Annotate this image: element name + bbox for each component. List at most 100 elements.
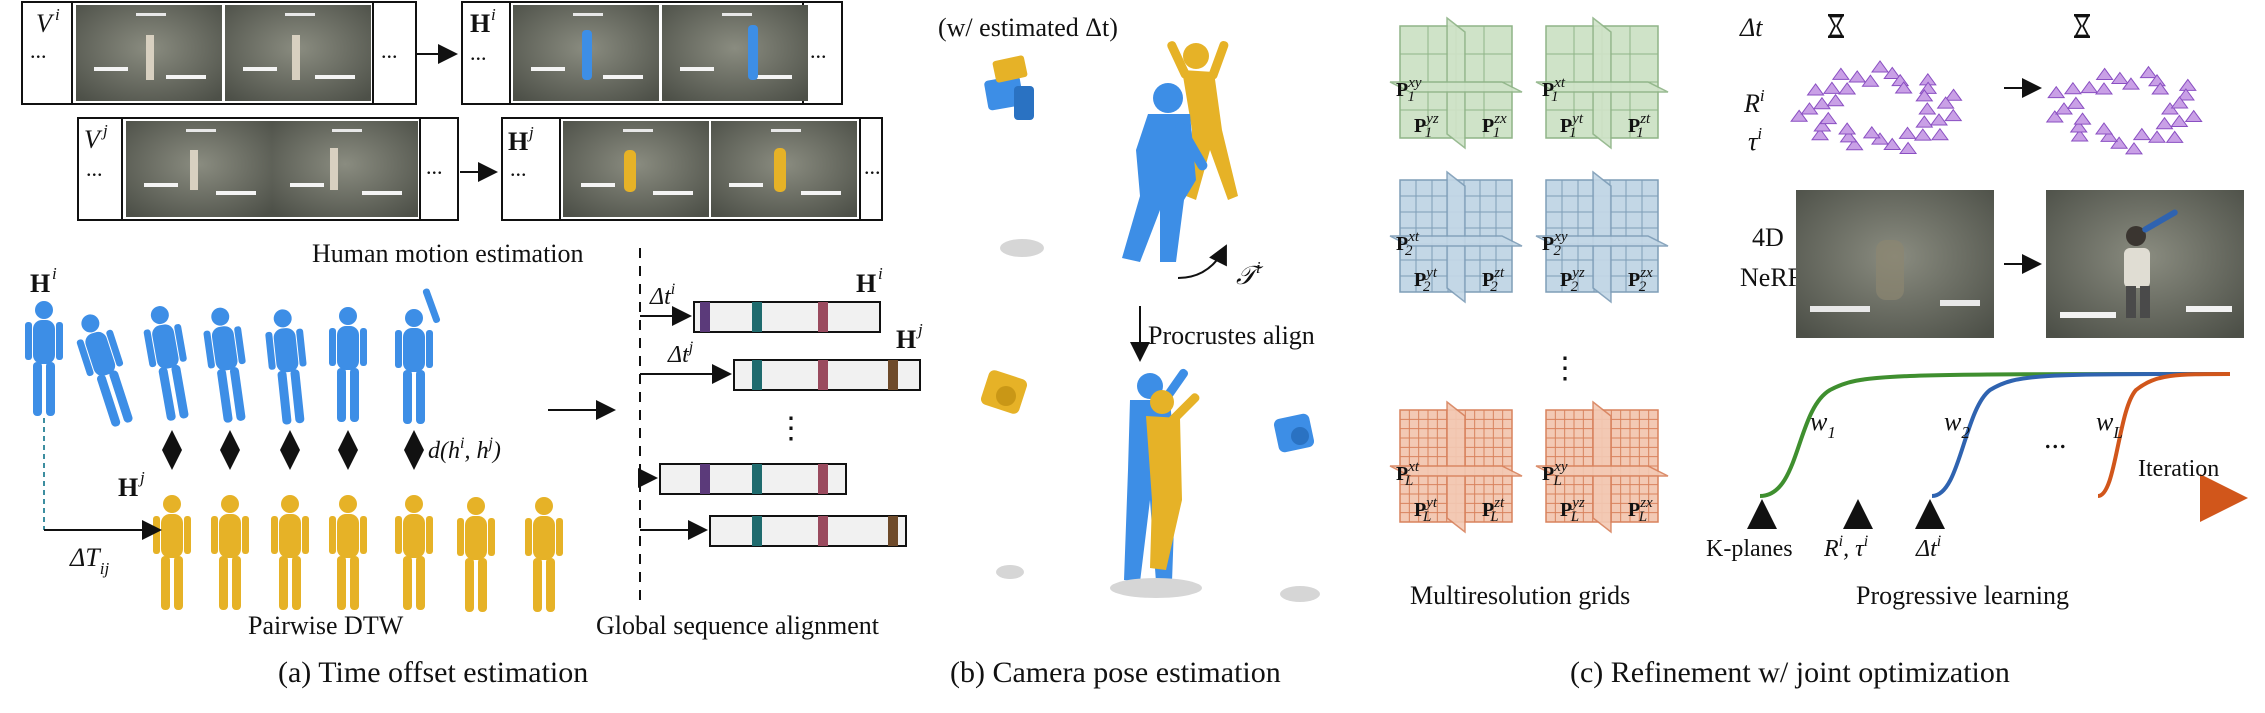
camera-frustum	[1813, 119, 1832, 132]
kplane-label: Pyt 1	[1560, 111, 1584, 141]
r-param-label: Ri	[1743, 86, 1765, 118]
hj-bar-label: H	[896, 325, 916, 354]
camera-frustum	[2132, 127, 2151, 141]
caption-a: (a) Time offset estimation	[278, 656, 588, 689]
seq-bar-3	[638, 463, 847, 495]
camera-frustum	[1826, 93, 1845, 107]
camera-frustum	[1944, 108, 1963, 122]
kplane-label: Pzx 2	[1628, 265, 1653, 295]
camera-frustum	[1800, 102, 1819, 115]
camera-frustum	[1862, 125, 1881, 139]
camera-frustum	[1894, 81, 1913, 94]
camera-frustum	[1790, 109, 1809, 122]
nerf-render-after	[2046, 190, 2244, 338]
hj-label: H	[118, 473, 138, 502]
camera-frustum	[2066, 96, 2085, 109]
nerf-render-before	[1796, 190, 1994, 338]
hourglass-icon	[1827, 13, 1845, 39]
camera-frustum	[1848, 70, 1867, 83]
camera-frustum	[1819, 111, 1838, 125]
camera-frustum	[2121, 77, 2140, 90]
kplane-label: Pzt 2	[1482, 265, 1505, 295]
caption-c: (c) Refinement w/ joint optimization	[1570, 656, 2010, 689]
kplane-label: Pzx 1	[1482, 111, 1507, 141]
seq-vdots: ⋮	[776, 412, 806, 445]
kplane-label: Pyz 2	[1560, 265, 1585, 295]
camera-frustum	[1831, 67, 1850, 80]
curve-wL	[2097, 372, 2231, 498]
kplane-cube	[1389, 170, 1523, 304]
camera-frustum	[1845, 137, 1864, 151]
aligned-humans	[1124, 368, 1200, 582]
hj-bar-sup: j	[916, 320, 923, 339]
dt-i-label: Δti	[649, 281, 675, 310]
vi-sup: i	[55, 5, 60, 24]
kplane-label: Pyz L	[1560, 495, 1585, 525]
camera-frustum	[2095, 82, 2113, 95]
shadow-1	[1000, 239, 1044, 257]
kplane-label: Pxt 1	[1542, 75, 1566, 105]
camera-frustum	[1822, 81, 1841, 94]
w-dots: ...	[2044, 422, 2067, 455]
dt-j-label: Δtj	[667, 339, 694, 368]
shadow-3	[1110, 578, 1202, 598]
vi-ellipsis-left: ...	[30, 38, 47, 63]
kplane-cube	[1389, 400, 1523, 534]
dt-param-label: Δt	[1739, 13, 1763, 42]
camera-frustum	[1899, 141, 1918, 154]
kplane-label: Pxy 2	[1542, 229, 1568, 259]
camera-icon-blue-top	[984, 55, 1034, 120]
dtw-correspondences	[162, 430, 424, 470]
seq-bar-1	[640, 301, 881, 333]
distance-label: d(hi, hj)	[428, 435, 501, 464]
pairwise-dtw-label: Pairwise DTW	[248, 611, 404, 640]
sequence-bars	[638, 301, 921, 547]
panel-b: (w/ estimated Δt) 𝒯i Pro	[938, 13, 1320, 689]
camera-frustum	[2125, 142, 2143, 155]
r-tau-label: Ri, τi	[1823, 533, 1868, 562]
global-alignment-label: Global sequence alignment	[596, 611, 880, 640]
hi-ellipsis-right: ...	[810, 38, 827, 63]
hj-ellipsis-right: ...	[864, 154, 881, 179]
camera-frustum	[1813, 96, 1831, 110]
hj-strip-sup: j	[527, 123, 534, 142]
camera-cloud-after	[2045, 65, 2203, 155]
nerf-line1: 4D	[1752, 223, 1784, 252]
grid-vdots: ⋮	[1550, 352, 1580, 385]
kplane-label: Pzt 1	[1628, 111, 1651, 141]
camera-frustum	[2069, 120, 2088, 133]
camera-frustum	[2165, 130, 2184, 143]
camera-frustum	[1936, 96, 1955, 109]
camera-frustum	[2148, 130, 2166, 143]
shadow-4	[1280, 586, 1320, 602]
camera-frustum	[2095, 122, 2113, 135]
hi-bar-sup: i	[878, 264, 883, 283]
multiresolution-grids: Pxy 1 Pyz 1 Pzx 1 Pxt 1 Pyt 1 Pzt 1 Pxt 2 Pyt 2 Pzt 2 Pxy 2…	[1389, 16, 1669, 534]
vj-ellipsis-left: ...	[86, 156, 103, 181]
estimated-dt-label: (w/ estimated Δt)	[938, 13, 1118, 42]
camera-frustum	[1871, 60, 1889, 73]
video-strip-vi: V i ... ...	[21, 1, 417, 105]
kplane-label: Pxy L	[1542, 459, 1568, 489]
camera-frustum	[1811, 127, 1830, 141]
hi-strip-label: H	[470, 9, 490, 38]
human-strip-hi: H i ... ...	[461, 1, 843, 105]
hj-strip-label: H	[508, 127, 528, 156]
camera-frustum	[1806, 83, 1825, 96]
camera-frustum	[2100, 129, 2119, 142]
video-strip-vj: V j ... ...	[77, 117, 459, 221]
camera-frustum	[2151, 82, 2170, 95]
kplane-label: Pyz 1	[1414, 111, 1439, 141]
kplane-label: Pxt L	[1396, 459, 1420, 489]
w2-label: w2	[1944, 407, 1970, 442]
camera-frustum	[1915, 115, 1934, 128]
camera-frustum	[1861, 74, 1880, 87]
camera-frustum	[1898, 126, 1917, 139]
grids-label: Multiresolution grids	[1410, 581, 1630, 610]
kplane-label: Pzx L	[1628, 495, 1653, 525]
transform-arrow	[1177, 244, 1227, 279]
curve-w2	[1931, 372, 2231, 498]
hj-sup: j	[138, 468, 145, 487]
camera-frustum	[2139, 65, 2158, 79]
camera-frustum	[1838, 82, 1857, 95]
